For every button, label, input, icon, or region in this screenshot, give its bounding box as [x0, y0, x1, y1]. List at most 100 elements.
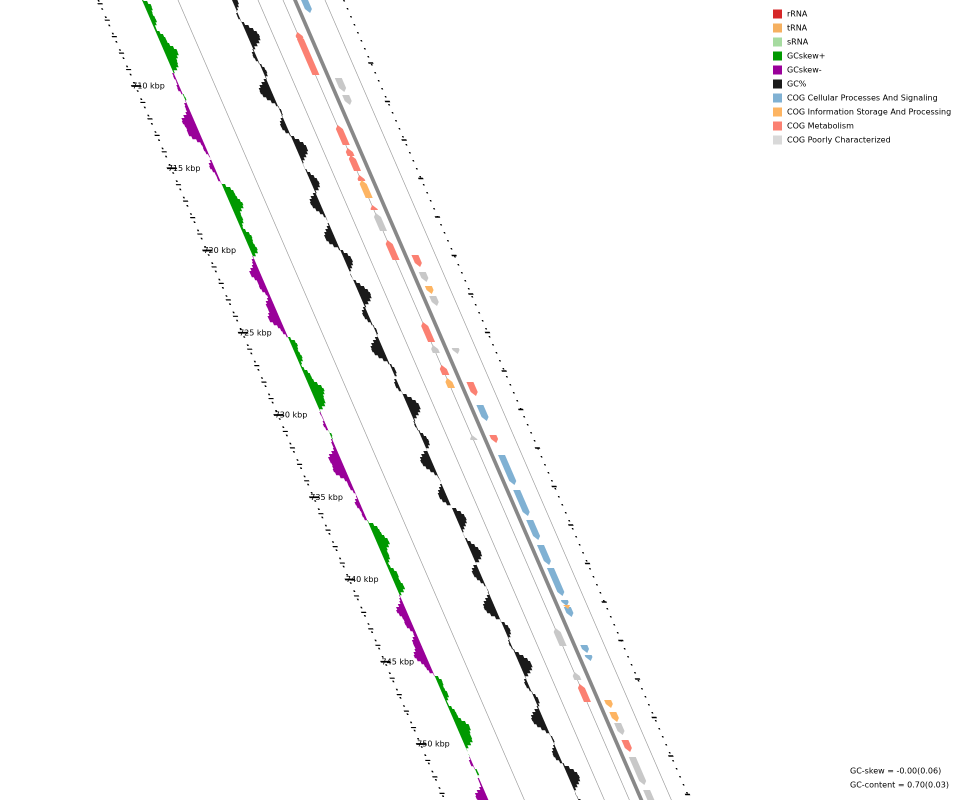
outer-dot	[381, 88, 384, 90]
outer-dot	[679, 776, 682, 778]
scale-dot	[140, 98, 143, 101]
gc-content-bar	[280, 118, 285, 122]
scale-dot	[164, 155, 168, 158]
gc-skew-bar	[393, 580, 402, 584]
gc-content-bar	[309, 178, 318, 182]
outer-dot	[495, 352, 498, 354]
scale-dot	[303, 475, 306, 478]
gc-skew-bar	[443, 697, 449, 701]
gc-content-bar	[274, 103, 278, 107]
gc-content-bar	[536, 703, 540, 707]
gc-skew-bar	[287, 337, 292, 341]
gc-skew-bar	[207, 154, 211, 158]
legend-label: COG Cellular Processes And Signaling	[787, 94, 938, 103]
gc-skew-bar	[479, 784, 483, 788]
outer-dot	[547, 472, 550, 474]
track-line	[173, 0, 530, 800]
gc-content-bar	[506, 634, 511, 638]
scale-dot	[349, 582, 352, 584]
gc-content-bar	[359, 295, 372, 299]
gc-skew-bar	[474, 769, 478, 773]
gc-content-bar	[324, 232, 334, 236]
gc-skew-bar	[468, 754, 471, 758]
gc-content-bar	[476, 577, 484, 581]
gc-skew-bar	[251, 259, 256, 263]
legend-swatch	[773, 135, 782, 145]
scale-dot	[204, 246, 207, 248]
gc-content-bar	[494, 616, 501, 620]
gene	[334, 78, 347, 92]
gc-content-bar	[419, 433, 425, 437]
gc-skew-bar	[248, 247, 258, 251]
gc-content-bar	[445, 502, 451, 506]
scale-dot	[193, 221, 196, 223]
gene	[421, 322, 436, 342]
outer-dot	[633, 672, 637, 674]
gc-content-bar	[293, 142, 305, 146]
gc-content-bar	[290, 136, 296, 140]
gc-content-bar	[552, 754, 560, 758]
outer-dot	[640, 688, 644, 690]
gc-content-bar	[371, 343, 382, 347]
gc-skew-bar	[413, 652, 426, 656]
gc-skew-bar	[265, 304, 276, 308]
gc-skew-bar	[441, 691, 449, 695]
gc-skew-bar	[268, 310, 278, 314]
outer-dot	[460, 272, 463, 274]
gc-content-bar	[358, 292, 372, 296]
gene	[385, 240, 400, 260]
gc-skew-bar	[251, 262, 257, 266]
gc-skew-bar	[396, 607, 407, 611]
gc-skew-bar	[250, 268, 260, 272]
gc-skew-bar	[167, 58, 178, 62]
gc-content-bar	[462, 532, 464, 536]
legend-swatch	[773, 121, 782, 131]
gc-content-bar	[523, 679, 528, 683]
outer-dot	[616, 632, 619, 634]
gc-content-bar	[392, 370, 397, 374]
gc-skew-bar	[267, 316, 281, 320]
scale-dot	[175, 180, 178, 182]
gc-content-bar	[387, 361, 390, 365]
gc-content-bar	[502, 625, 509, 629]
gene	[577, 684, 591, 702]
gene	[342, 95, 352, 105]
gc-skew-bar	[202, 148, 208, 152]
gene	[609, 712, 619, 722]
gc-skew-bar	[412, 643, 422, 647]
gc-skew-bar	[389, 571, 398, 575]
outer-dot	[630, 664, 633, 666]
gc-content-bar	[438, 496, 449, 500]
gc-skew-bar	[142, 1, 149, 5]
gc-content-bar	[361, 298, 371, 302]
gc-content-bar	[263, 73, 268, 77]
gc-content-bar	[372, 340, 381, 344]
gc-content-bar	[483, 601, 494, 605]
gc-content-bar	[233, 4, 239, 8]
gc-skew-bar	[152, 25, 157, 29]
gc-skew-bar	[279, 328, 286, 332]
gc-skew-bar	[209, 157, 212, 161]
outer-dot	[592, 576, 595, 578]
gc-content-bar	[532, 721, 546, 725]
gc-content-bar	[438, 478, 441, 482]
gc-skew-bar	[267, 307, 277, 311]
gc-skew-bar	[458, 730, 471, 734]
gc-skew-bar	[339, 475, 350, 479]
gene	[526, 520, 541, 540]
gc-skew-bar	[465, 748, 468, 752]
gene	[621, 740, 632, 752]
gc-skew-bar	[459, 733, 471, 737]
gc-content-bar	[363, 304, 367, 308]
outer-dot	[505, 376, 508, 378]
scale-dot	[278, 418, 281, 420]
outer-dot	[457, 264, 460, 266]
scale-dot	[441, 795, 445, 798]
scale-dot	[118, 49, 122, 51]
gc-skew-bar	[186, 130, 200, 134]
gc-content-bar	[487, 589, 489, 593]
scale-label: 735 kbp	[310, 493, 343, 502]
outer-dot	[453, 256, 456, 258]
gc-content-bar	[558, 760, 563, 764]
gc-skew-bar	[226, 196, 238, 200]
